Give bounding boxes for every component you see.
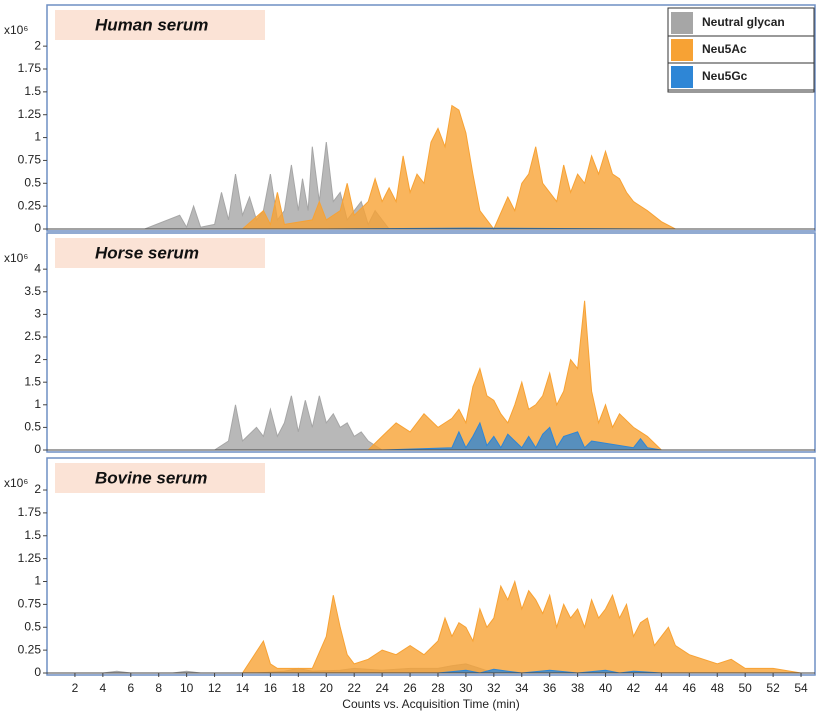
x-tick-label: 36	[543, 681, 557, 695]
legend-label: Neu5Gc	[702, 69, 748, 83]
y-scale-label: x10⁶	[4, 23, 28, 37]
y-tick-label: 4	[34, 261, 41, 275]
x-tick-label: 54	[794, 681, 808, 695]
area-line	[214, 395, 383, 451]
area-fill	[214, 395, 383, 450]
y-tick-label: 0	[34, 221, 41, 235]
legend-swatch	[671, 12, 693, 34]
x-tick-label: 6	[127, 681, 134, 695]
y-tick-label: 0.5	[24, 175, 41, 189]
y-tick-label: 1.25	[18, 551, 42, 565]
x-tick-label: 20	[320, 681, 334, 695]
y-tick-label: 0.5	[24, 619, 41, 633]
x-tick-label: 16	[264, 681, 278, 695]
panel-title: Horse serum	[95, 243, 199, 262]
y-tick-label: 3.5	[24, 284, 41, 298]
y-tick-label: 1.5	[24, 374, 41, 388]
y-tick-label: 1.75	[18, 505, 42, 519]
x-tick-label: 52	[766, 681, 780, 695]
legend-label: Neutral glycan	[702, 15, 785, 29]
x-tick-label: 24	[375, 681, 389, 695]
y-tick-label: 3	[34, 307, 41, 321]
x-tick-label: 42	[627, 681, 641, 695]
x-tick-label: 28	[431, 681, 445, 695]
x-tick-label: 44	[655, 681, 669, 695]
y-scale-label: x10⁶	[4, 476, 28, 490]
y-tick-label: 0	[34, 442, 41, 456]
y-tick-label: 0.5	[24, 420, 41, 434]
y-tick-label: 0.75	[18, 153, 42, 167]
panel-title-box	[55, 238, 265, 268]
panel-title-box	[55, 10, 265, 40]
y-tick-label: 0.75	[18, 597, 42, 611]
panel-title: Bovine serum	[95, 468, 207, 487]
x-tick-label: 40	[599, 681, 613, 695]
x-tick-label: 10	[180, 681, 194, 695]
area-fill	[438, 669, 662, 673]
y-tick-label: 1	[34, 574, 41, 588]
x-tick-label: 34	[515, 681, 529, 695]
x-tick-label: 26	[403, 681, 417, 695]
area-line	[382, 421, 662, 451]
area-fill	[242, 105, 676, 229]
legend: Neutral glycan Neu5Ac Neu5Gc	[667, 7, 815, 93]
y-tick-label: 1.5	[24, 528, 41, 542]
area-line	[242, 579, 802, 674]
x-tick-label: 50	[739, 681, 753, 695]
y-tick-label: 1	[34, 397, 41, 411]
x-tick-label: 32	[487, 681, 501, 695]
x-tick-label: 22	[348, 681, 362, 695]
area-fill	[382, 422, 662, 450]
x-tick-label: 48	[711, 681, 725, 695]
panel-frame	[46, 232, 816, 453]
y-tick-label: 0.25	[18, 642, 42, 656]
y-tick-label: 0.25	[18, 198, 42, 212]
x-tick-label: 2	[72, 681, 79, 695]
x-tick-label: 4	[100, 681, 107, 695]
legend-swatch	[671, 39, 693, 61]
x-tick-label: 8	[155, 681, 162, 695]
x-tick-label: 30	[459, 681, 473, 695]
y-tick-label: 0	[34, 665, 41, 679]
y-tick-label: 1.5	[24, 84, 41, 98]
panel-title: Human serum	[95, 15, 208, 34]
x-axis-label: Counts vs. Acquisition Time (min)	[342, 697, 519, 711]
area-line	[367, 300, 662, 451]
y-tick-label: 1.75	[18, 61, 42, 75]
x-tick-label: 38	[571, 681, 585, 695]
panel-frame	[46, 457, 816, 676]
area-fill	[368, 300, 662, 450]
y-tick-label: 1.25	[18, 107, 42, 121]
y-tick-label: 1	[34, 130, 41, 144]
area-line	[242, 104, 676, 230]
y-tick-label: 2.5	[24, 329, 41, 343]
y-tick-label: 2	[34, 482, 41, 496]
y-scale-label: x10⁶	[4, 251, 28, 265]
legend-label: Neu5Ac	[702, 42, 747, 56]
area-fill	[144, 142, 390, 229]
x-tick-label: 12	[208, 681, 222, 695]
x-tick-label: 46	[683, 681, 697, 695]
y-tick-label: 2	[34, 38, 41, 52]
x-tick-label: 18	[292, 681, 306, 695]
y-tick-label: 2	[34, 352, 41, 366]
legend-swatch	[671, 66, 693, 88]
panel-title-box	[55, 463, 265, 493]
x-tick-label: 14	[236, 681, 250, 695]
